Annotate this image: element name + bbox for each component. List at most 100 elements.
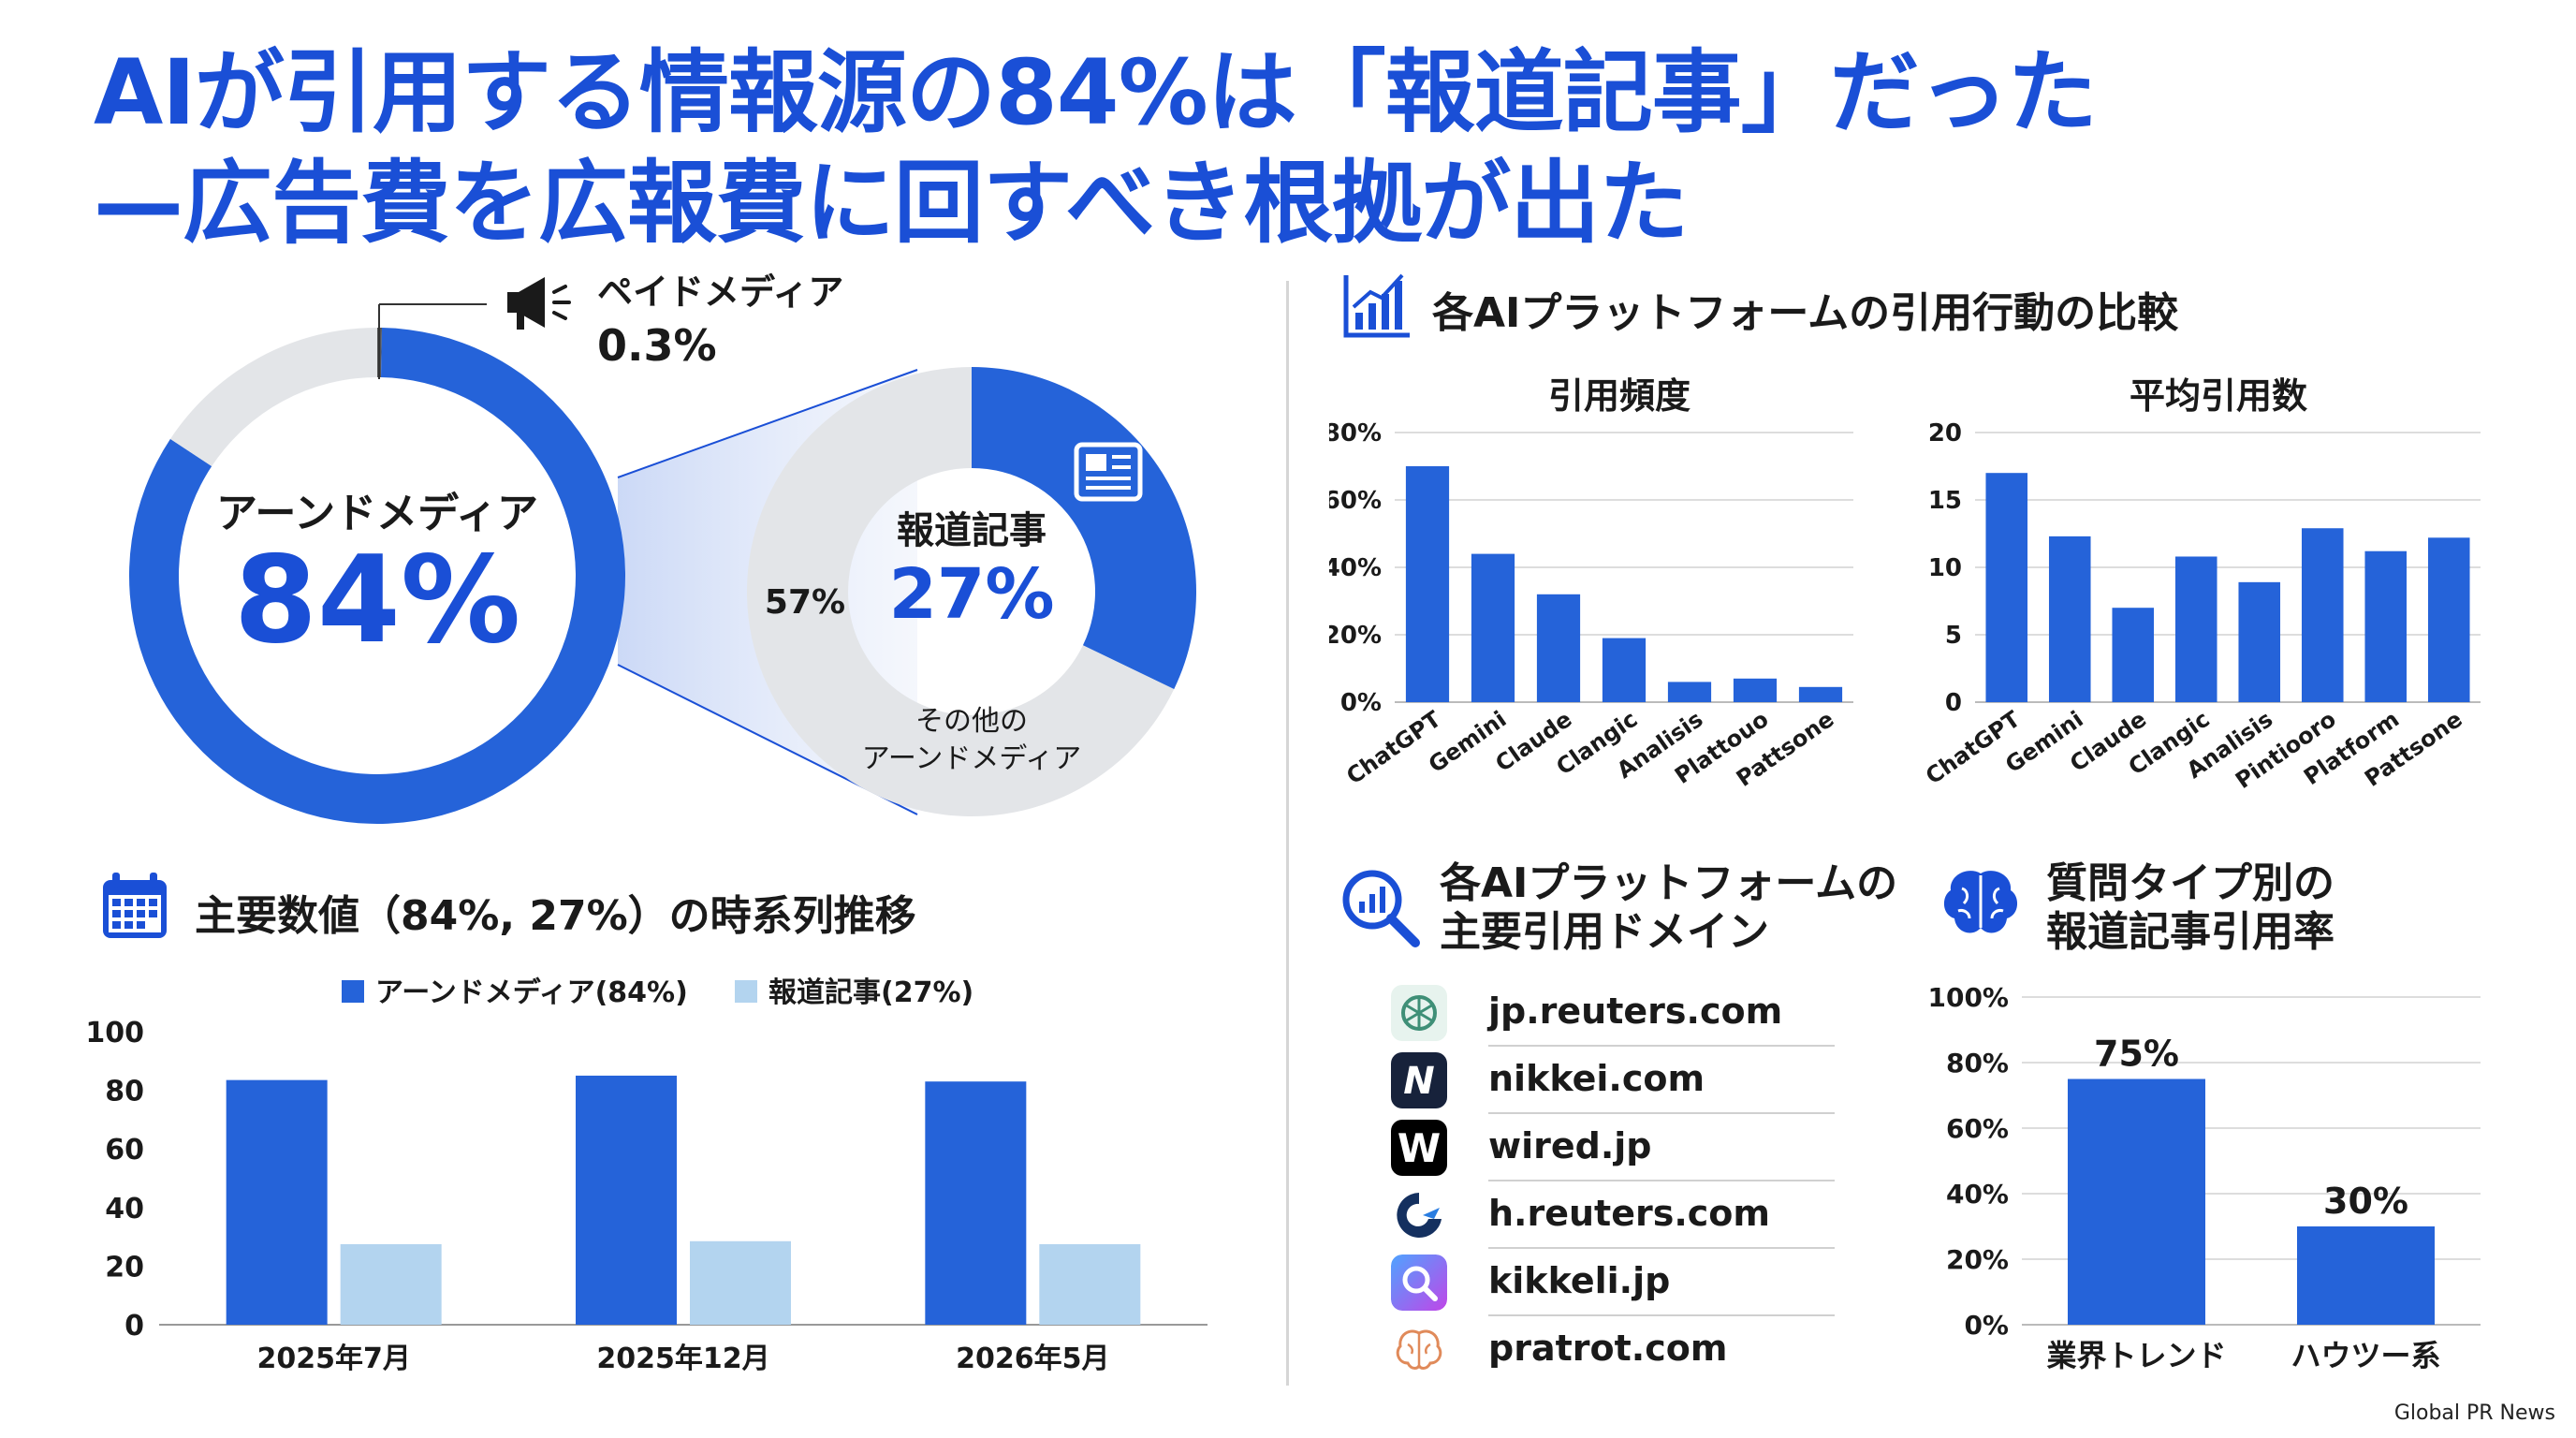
bar xyxy=(1798,686,1843,702)
bar xyxy=(2174,556,2217,702)
y-tick-label: 20% xyxy=(1329,622,1382,650)
domains-heading: 各AIプラットフォームの 主要引用ドメイン xyxy=(1440,859,1897,957)
news-article-value: 27% xyxy=(888,554,1054,635)
bar-chart-icon xyxy=(1343,273,1410,338)
search-gradient-icon xyxy=(1391,1255,1447,1311)
bar xyxy=(1039,1243,1141,1325)
w-logo-icon: W xyxy=(1391,1120,1447,1176)
megaphone-icon xyxy=(507,277,571,330)
vertical-divider xyxy=(1286,281,1289,1386)
bar xyxy=(2301,528,2344,702)
data-label: 75% xyxy=(2094,1034,2179,1075)
legend-swatch xyxy=(342,980,364,1003)
title-line-1: AIが引用する情報源の84%は「報道記事」だった xyxy=(94,40,2098,145)
x-tick-label: ハウツー系 xyxy=(2291,1338,2440,1373)
bar xyxy=(2068,1078,2205,1325)
x-tick-label: 2025年7月 xyxy=(256,1343,410,1375)
other-earned-value: 57% xyxy=(765,583,845,622)
domain-text: kikkeli.jp xyxy=(1488,1260,1671,1301)
domain-text: nikkei.com xyxy=(1488,1058,1705,1099)
avg-citations-title: 平均引用数 xyxy=(2129,375,2307,417)
title-line-2: —広告費を広報費に回すべき根拠が出た xyxy=(94,151,1689,256)
question-type-chart: 0% 20% 40% 60% 80% 100% 75% 業界トレンド 30% ハウツー系 xyxy=(1928,982,2481,1373)
earned-media-value: 84% xyxy=(234,531,520,670)
domain-text: wired.jp xyxy=(1488,1125,1652,1167)
domain-item-2: N nikkei.com xyxy=(1385,1047,1835,1114)
other-earned-label-1: その他の xyxy=(915,705,1028,738)
bar xyxy=(1536,594,1581,702)
domain-divider xyxy=(1488,1045,1835,1047)
domain-list: jp.reuters.com N nikkei.com W wired.jp h… xyxy=(1385,979,1835,1391)
remaining-slice xyxy=(169,328,377,467)
y-tick-label: 100% xyxy=(1928,982,2009,1013)
bar xyxy=(2238,581,2281,702)
y-tick-label: 15 xyxy=(1928,487,1962,515)
bar xyxy=(1602,638,1647,702)
newspaper-icon xyxy=(1074,442,1143,502)
page-title: AIが引用する情報源の84%は「報道記事」だった —広告費を広報費に回すべき根拠… xyxy=(94,37,2434,258)
bar xyxy=(576,1075,677,1325)
bar xyxy=(226,1079,328,1325)
y-tick-label: 80 xyxy=(105,1076,144,1108)
other-earned-slice xyxy=(747,367,1175,816)
domain-text: pratrot.com xyxy=(1488,1328,1728,1369)
y-tick-label: 40 xyxy=(105,1193,144,1225)
x-tick-label: ChatGPT xyxy=(1341,706,1446,790)
openai-icon xyxy=(1391,985,1447,1041)
domain-divider xyxy=(1488,1247,1835,1249)
timeseries-heading: 主要数値（84%, 27%）の時系列推移 xyxy=(195,892,916,940)
domain-text: jp.reuters.com xyxy=(1488,990,1783,1032)
bar xyxy=(2048,536,2091,702)
bar xyxy=(690,1240,791,1325)
domain-item-4: h.reuters.com xyxy=(1385,1181,1835,1249)
bar xyxy=(1471,553,1515,702)
svg-text:N: N xyxy=(1403,1060,1434,1103)
citation-frequency-title: 引用頻度 xyxy=(1547,375,1690,417)
bar xyxy=(1985,473,2028,702)
domain-divider xyxy=(1488,1112,1835,1114)
domain-divider xyxy=(1488,1314,1835,1316)
y-tick-label: 5 xyxy=(1945,622,1962,650)
y-tick-label: 100 xyxy=(85,1017,144,1049)
y-tick-label: 20 xyxy=(1928,419,1962,448)
search-chart-icon xyxy=(1342,870,1420,947)
calendar-icon xyxy=(103,873,167,938)
question-heading-line-1: 質問タイプ別の xyxy=(2046,859,2334,907)
citation-frequency-chart: 0%20%40%60%80%ChatGPTGeminiClaudeClangic… xyxy=(1329,419,1853,792)
y-tick-label: 60 xyxy=(105,1134,144,1167)
y-tick-label: 20 xyxy=(105,1251,144,1284)
domain-item-6: pratrot.com xyxy=(1385,1316,1835,1384)
bar xyxy=(925,1081,1027,1325)
domain-item-5: kikkeli.jp xyxy=(1385,1249,1835,1316)
y-tick-label: 0% xyxy=(1964,1310,2009,1341)
domains-heading-line-1: 各AIプラットフォームの xyxy=(1440,859,1898,907)
paid-media-value: 0.3% xyxy=(597,320,717,371)
donut-panel: ペイドメディア 0.3% アーンドメディア 84% 報道記事 27% 57% そ… xyxy=(128,271,1196,824)
brain-icon xyxy=(1943,871,2018,933)
earned-media-label: アーンドメディア xyxy=(216,490,538,537)
y-tick-label: 80% xyxy=(1946,1048,2009,1078)
y-tick-label: 0% xyxy=(1340,689,1382,717)
connector-line xyxy=(617,369,918,478)
question-type-heading: 質問タイプ別の 報道記事引用率 xyxy=(2046,859,2334,957)
source-credit: Global PR News xyxy=(2393,1401,2555,1425)
domains-heading-line-2: 主要引用ドメイン xyxy=(1440,908,1769,956)
data-label: 30% xyxy=(2323,1181,2408,1222)
bar xyxy=(340,1243,442,1325)
question-heading-line-2: 報道記事引用率 xyxy=(2046,908,2334,956)
legend-swatch xyxy=(735,980,757,1003)
y-tick-label: 60% xyxy=(1946,1113,2009,1144)
domain-text: h.reuters.com xyxy=(1488,1193,1771,1234)
bar xyxy=(2364,550,2408,702)
brain-outline-icon xyxy=(1396,1329,1442,1370)
bar xyxy=(1405,466,1450,702)
bar xyxy=(1667,682,1712,702)
avg-citations-chart: 05101520ChatGPTGeminiClaudeClangicAnalis… xyxy=(1921,419,2481,794)
y-tick-label: 40% xyxy=(1329,554,1382,582)
bar xyxy=(2112,608,2155,702)
y-tick-label: 10 xyxy=(1928,554,1962,582)
x-tick-label: 業界トレンド xyxy=(2046,1338,2226,1373)
bar xyxy=(2427,537,2470,702)
n-logo-icon: N xyxy=(1391,1052,1447,1108)
y-tick-label: 60% xyxy=(1329,487,1382,515)
